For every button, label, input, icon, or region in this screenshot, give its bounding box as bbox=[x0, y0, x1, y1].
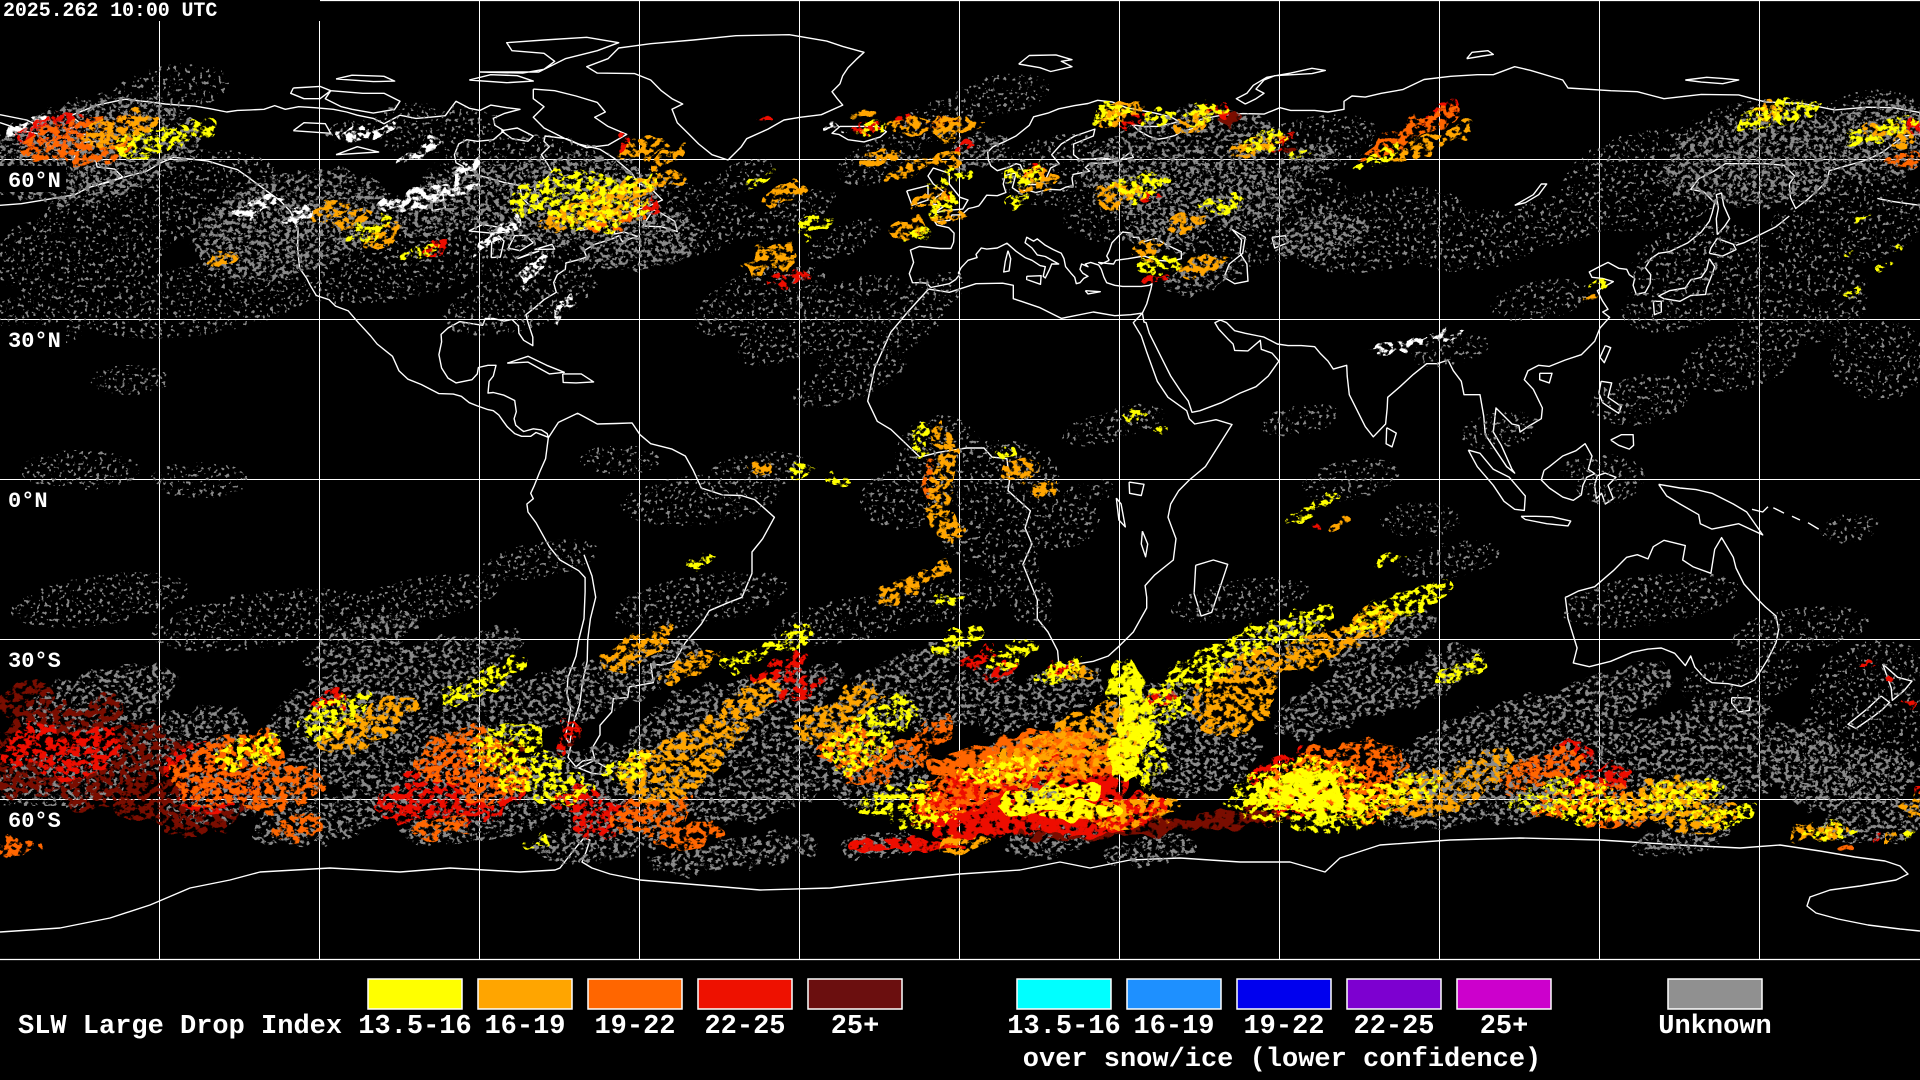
svg-text:13.5-16: 13.5-16 bbox=[358, 1012, 471, 1042]
svg-text:2025.262 10:00 UTC: 2025.262 10:00 UTC bbox=[3, 0, 217, 23]
svg-text:19-22: 19-22 bbox=[1243, 1012, 1324, 1042]
svg-text:30°S: 30°S bbox=[8, 649, 61, 674]
svg-text:19-22: 19-22 bbox=[594, 1012, 675, 1042]
svg-text:25+: 25+ bbox=[1480, 1012, 1529, 1042]
svg-text:22-25: 22-25 bbox=[704, 1012, 785, 1042]
svg-text:16-19: 16-19 bbox=[1133, 1012, 1214, 1042]
svg-text:16-19: 16-19 bbox=[484, 1012, 565, 1042]
svg-text:22-25: 22-25 bbox=[1353, 1012, 1434, 1042]
svg-text:60°N: 60°N bbox=[8, 169, 61, 194]
svg-text:60°S: 60°S bbox=[8, 809, 61, 834]
svg-text:13.5-16: 13.5-16 bbox=[1007, 1012, 1120, 1042]
svg-text:25+: 25+ bbox=[831, 1012, 880, 1042]
svg-text:0°N: 0°N bbox=[8, 489, 48, 514]
svg-text:30°N: 30°N bbox=[8, 329, 61, 354]
svg-text:Unknown: Unknown bbox=[1658, 1012, 1771, 1042]
svg-text:over snow/ice (lower confidenc: over snow/ice (lower confidence) bbox=[1023, 1045, 1541, 1075]
svg-text:SLW Large Drop Index: SLW Large Drop Index bbox=[18, 1012, 342, 1042]
